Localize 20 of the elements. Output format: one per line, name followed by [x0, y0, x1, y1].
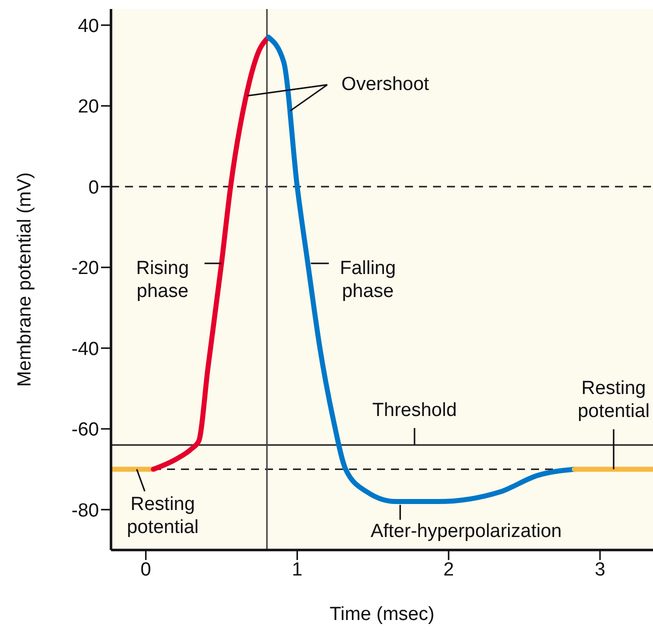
x-tick-label: 0	[140, 559, 152, 580]
y-tick-label: -80	[72, 500, 99, 522]
x-tick-label: 2	[443, 559, 454, 580]
y-tick-label: 20	[78, 96, 99, 118]
annotation: Overshoot	[341, 73, 430, 94]
x-tick-label: 1	[292, 559, 303, 580]
y-tick-label: 0	[88, 177, 99, 198]
annotation: After-hyperpolarization	[370, 520, 562, 542]
annotation: Resting potential	[578, 377, 650, 422]
y-tick-label: -60	[72, 420, 99, 441]
y-tick-label: 40	[78, 16, 99, 37]
y-tick-label: -40	[72, 338, 99, 360]
x-tick-label: 3	[594, 559, 606, 580]
y-tick-label: -20	[72, 258, 99, 280]
annotation: Resting potential	[126, 493, 199, 538]
x-axis-title: Time (msec)	[330, 604, 434, 625]
y-axis-title: Membrane potential (mV)	[14, 172, 36, 387]
annotation: Rising phase	[136, 257, 189, 302]
ref-line-label: Threshold	[372, 400, 457, 421]
annotation: Falling phase	[340, 257, 396, 302]
